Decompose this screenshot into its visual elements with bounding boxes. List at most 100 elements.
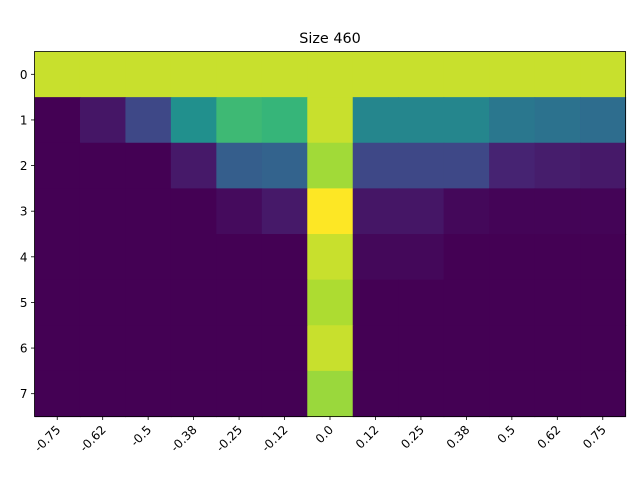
x-tick-label: -0.25 — [213, 423, 245, 455]
heatmap-cell — [580, 142, 627, 189]
x-tick-label: -0.75 — [31, 423, 63, 455]
heatmap-cell — [307, 234, 354, 281]
heatmap-cell — [580, 188, 627, 235]
x-axis: -0.75 -0.62 -0.5 -0.38 -0.25 -0.12 0.0 0.12 0.25… — [31, 416, 609, 455]
y-tick-label: 7 — [20, 387, 28, 401]
heatmap-cell — [79, 188, 127, 235]
heatmap-cell — [34, 325, 81, 372]
heatmap-cell — [125, 97, 172, 144]
heatmap-cell — [352, 325, 399, 372]
heatmap-cell — [398, 142, 445, 189]
heatmap-cell — [307, 51, 354, 98]
heatmap-cell — [580, 279, 627, 326]
heatmap-cell — [307, 370, 354, 418]
heatmap-cell — [534, 188, 581, 235]
heatmap-cell — [534, 142, 581, 189]
heatmap-cell — [34, 188, 81, 235]
heatmap-cell — [34, 97, 81, 144]
x-tick-label: 0.12 — [353, 423, 382, 452]
heatmap-cell — [580, 234, 627, 281]
x-tick-label: 0.38 — [444, 423, 473, 452]
heatmap-cell — [261, 97, 308, 144]
x-tick-label: -0.38 — [168, 423, 200, 455]
heatmap-cell — [216, 234, 263, 281]
heatmap-cell — [216, 51, 263, 98]
heatmap-cell — [261, 188, 308, 235]
heatmap-cell — [534, 97, 581, 144]
heatmap-cell — [489, 142, 536, 189]
heatmap-cell — [216, 142, 263, 189]
heatmap-cell — [170, 188, 217, 235]
heatmap-cell — [79, 97, 127, 144]
heatmap-cell — [443, 51, 490, 98]
y-tick-label: 0 — [20, 68, 28, 82]
heatmap-cell — [34, 51, 81, 98]
heatmap-cell — [534, 370, 581, 418]
heatmap-cell — [261, 51, 308, 98]
heatmap-cell — [79, 279, 127, 326]
heatmap-cell — [79, 370, 127, 418]
heatmap-cell — [79, 51, 127, 98]
heatmap-cell — [261, 279, 308, 326]
heatmap-cell — [79, 325, 127, 372]
heatmap-cell — [443, 325, 490, 372]
y-tick-label: 1 — [20, 113, 28, 127]
heatmap-cell — [398, 325, 445, 372]
heatmap-cell — [352, 97, 399, 144]
heatmap-cell — [125, 279, 172, 326]
heatmap-cell — [170, 51, 217, 98]
heatmap-cell — [398, 188, 445, 235]
heatmap-cell — [261, 234, 308, 281]
heatmap-cell — [125, 188, 172, 235]
x-tick-label: -0.5 — [128, 423, 154, 449]
heatmap-cell — [79, 142, 127, 189]
heatmap-cell — [534, 234, 581, 281]
heatmap-cell — [398, 97, 445, 144]
heatmap-cell — [443, 188, 490, 235]
y-tick-label: 4 — [20, 250, 28, 264]
heatmap-cell — [216, 279, 263, 326]
heatmap-cell — [398, 279, 445, 326]
heatmap-cell — [170, 370, 217, 418]
x-tick-label: 0.0 — [313, 423, 336, 446]
heatmap-cell — [261, 142, 308, 189]
x-tick-label: 0.5 — [495, 423, 518, 446]
heatmap-cell — [216, 325, 263, 372]
heatmap-cell — [398, 370, 445, 418]
heatmap-cell — [580, 51, 627, 98]
heatmap-cell — [443, 142, 490, 189]
heatmap-cell — [216, 188, 263, 235]
heatmap-cell — [443, 279, 490, 326]
y-tick-label: 5 — [20, 296, 28, 310]
y-axis: 0 1 2 3 4 5 6 7 — [20, 68, 35, 401]
heatmap-cell — [216, 97, 263, 144]
heatmap-cell — [534, 279, 581, 326]
heatmap-cell — [125, 325, 172, 372]
heatmap-cell — [443, 97, 490, 144]
heatmap-cell — [170, 279, 217, 326]
y-tick-label: 6 — [20, 342, 28, 356]
heatmap-cell — [352, 51, 399, 98]
heatmap-cell — [489, 97, 536, 144]
heatmap-cell — [398, 234, 445, 281]
heatmap-cell — [352, 188, 399, 235]
x-tick-label: 0.25 — [398, 423, 427, 452]
x-tick-label: -0.12 — [259, 423, 291, 455]
heatmap-cell — [489, 325, 536, 372]
heatmap-cell — [79, 234, 127, 281]
heatmap-cell — [352, 142, 399, 189]
heatmap-cell — [170, 97, 217, 144]
heatmap-cells — [34, 51, 627, 418]
heatmap-cell — [534, 51, 581, 98]
y-tick-label: 2 — [20, 159, 28, 173]
heatmap-cell — [580, 370, 627, 418]
heatmap-cell — [352, 234, 399, 281]
x-tick-label: 0.62 — [535, 423, 564, 452]
heatmap-cell — [580, 97, 627, 144]
heatmap-cell — [170, 234, 217, 281]
heatmap-cell — [216, 370, 263, 418]
heatmap-cell — [580, 325, 627, 372]
heatmap-cell — [489, 279, 536, 326]
heatmap-cell — [125, 370, 172, 418]
